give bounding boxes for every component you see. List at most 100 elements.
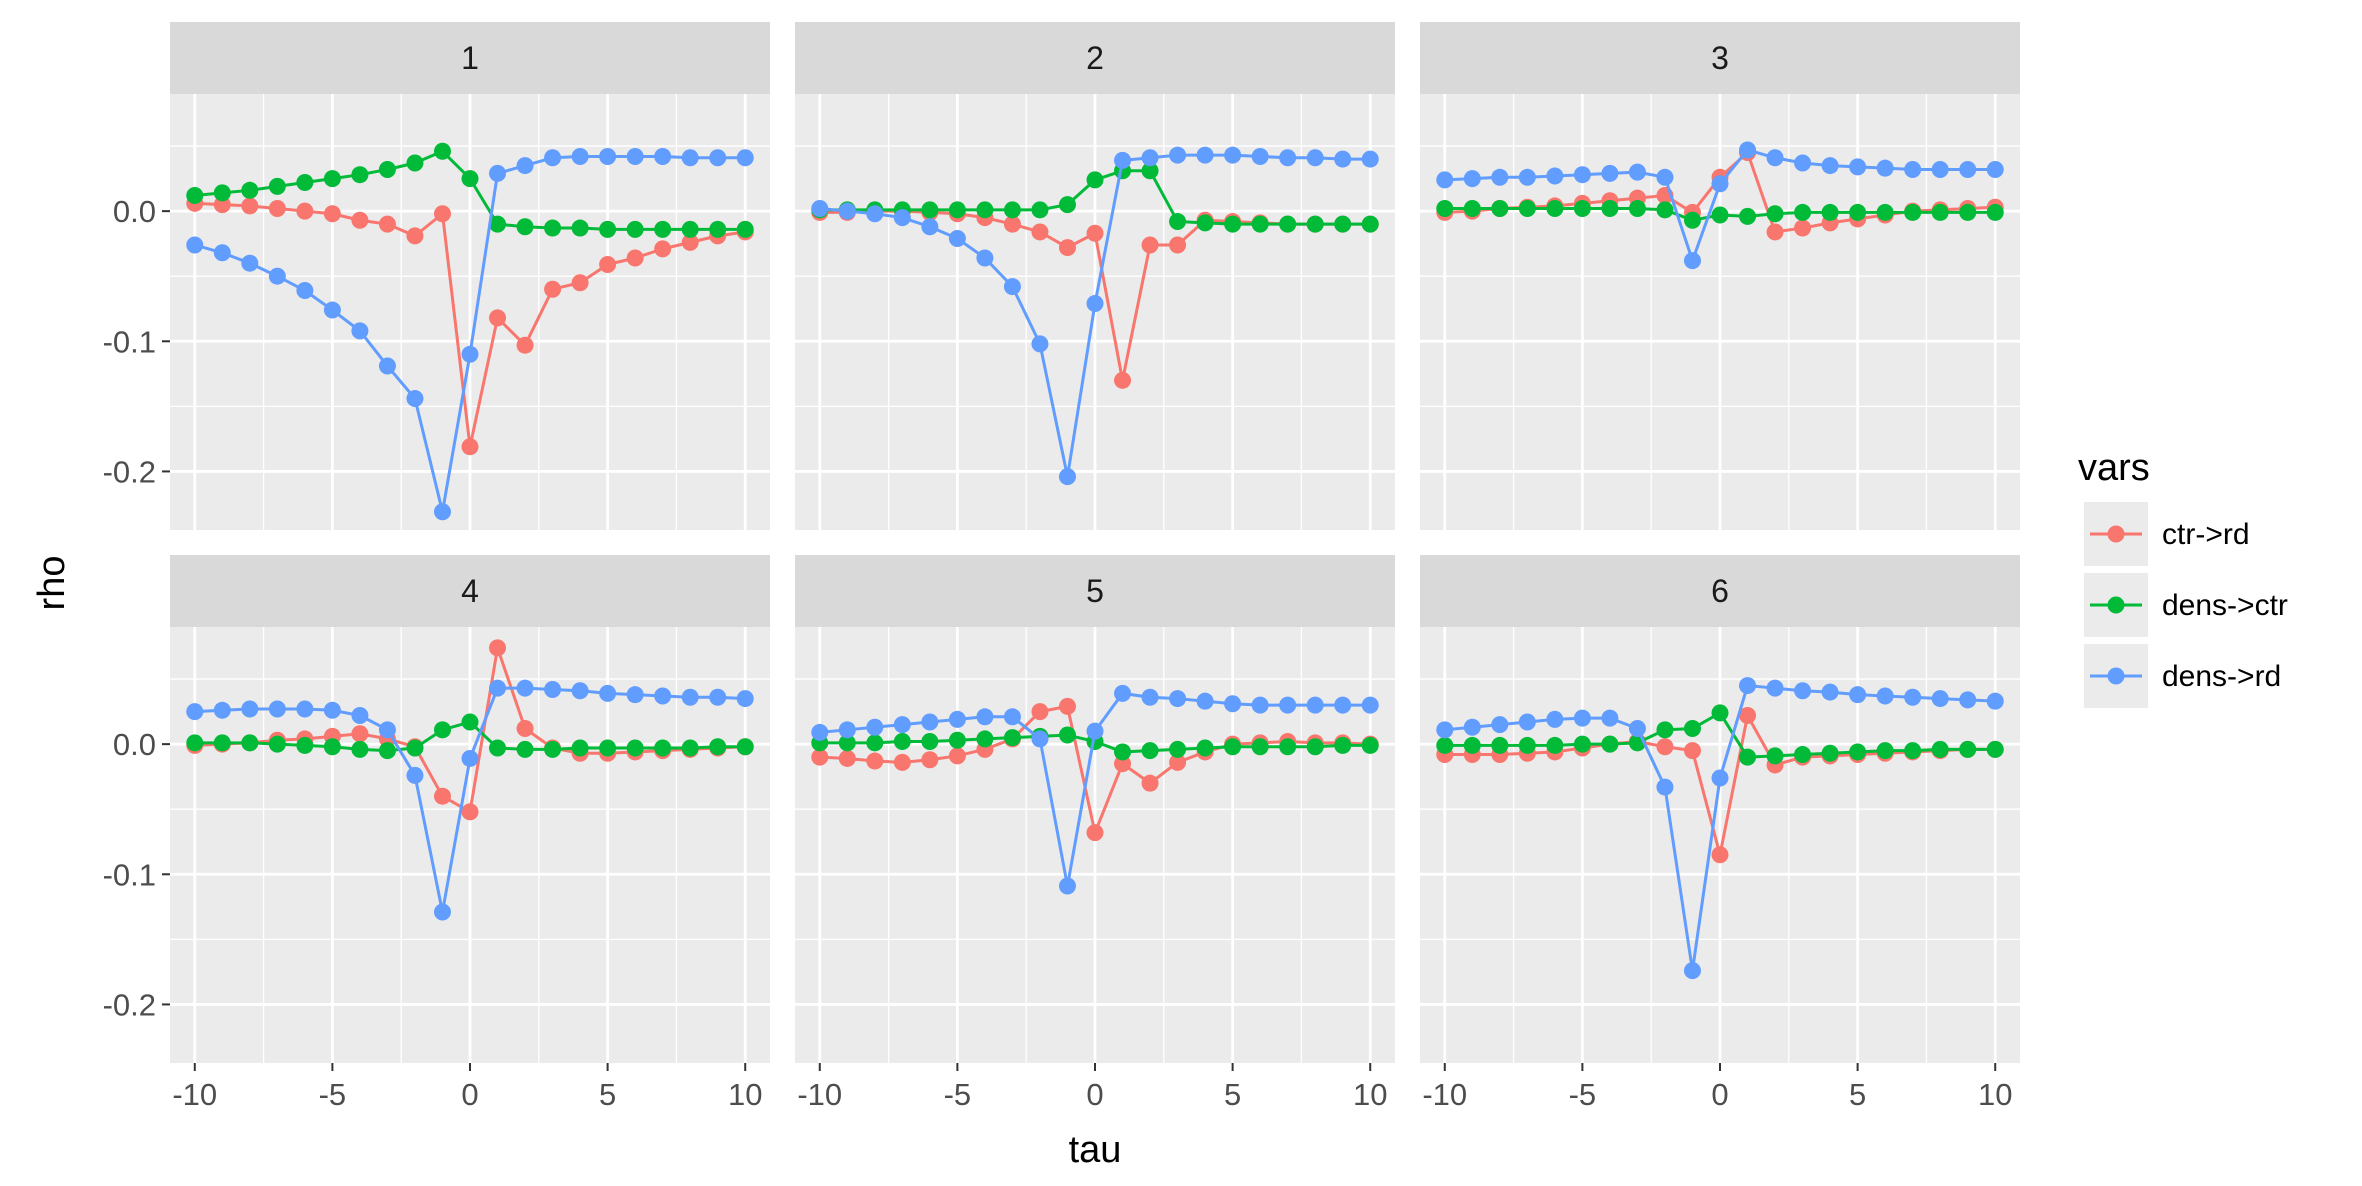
data-point [1794, 682, 1812, 700]
facet-strip-label: 1 [461, 40, 479, 76]
data-point [323, 301, 341, 319]
data-point [1986, 160, 2004, 178]
data-point [1821, 683, 1839, 701]
data-point [921, 713, 939, 731]
data-point [1306, 696, 1324, 714]
data-point [626, 147, 644, 165]
data-point [1169, 146, 1187, 164]
data-point [1436, 171, 1454, 189]
data-point [1196, 692, 1214, 710]
data-point [1058, 468, 1076, 486]
x-tick-label: 5 [599, 1077, 616, 1112]
facet-strip [170, 555, 770, 627]
data-point [1196, 146, 1214, 164]
data-point [1306, 215, 1324, 233]
data-point [323, 170, 341, 188]
data-point [406, 390, 424, 408]
data-point [323, 701, 341, 719]
x-tick-label: -5 [1569, 1077, 1597, 1112]
data-point [516, 679, 534, 697]
data-point [599, 739, 617, 757]
data-point [948, 201, 966, 219]
data-point [1683, 211, 1701, 229]
data-point [406, 227, 424, 245]
data-point [1766, 205, 1784, 223]
data-point [1821, 157, 1839, 175]
data-point [1711, 175, 1729, 193]
data-point [433, 787, 451, 805]
data-point [1794, 203, 1812, 221]
y-tick-label: 0.0 [113, 727, 156, 762]
data-point [1224, 738, 1242, 756]
data-point [433, 903, 451, 921]
x-tick-label: 0 [1086, 1077, 1103, 1112]
data-point [268, 735, 286, 753]
legend-entry: dens->ctr [2084, 573, 2288, 637]
panels-layer: 1 -0.2 -0.1 0.0 2 3 4 -0.2 -0.1 0.0 -10 -5 0 5 10 5 -10 -… [103, 22, 2020, 1112]
data-point [1959, 740, 1977, 758]
data-point [866, 718, 884, 736]
data-point [378, 357, 396, 375]
data-point [489, 679, 507, 697]
facet-panel-6: 6 -10 -5 0 5 10 [1420, 555, 2020, 1112]
data-point [1518, 200, 1536, 218]
y-tick-label: -0.2 [103, 454, 156, 489]
data-point [654, 220, 672, 238]
facet-panel-4: 4 -0.2 -0.1 0.0 -10 -5 0 5 10 [103, 555, 770, 1112]
data-point [1279, 215, 1297, 233]
data-point [599, 684, 617, 702]
data-point [709, 220, 727, 238]
data-point [1546, 736, 1564, 754]
data-point [213, 244, 231, 262]
data-point [1546, 710, 1564, 728]
data-point [1766, 747, 1784, 765]
data-point [736, 149, 754, 167]
data-point [571, 682, 589, 700]
data-point [1003, 729, 1021, 747]
data-point [461, 749, 479, 767]
data-point [378, 742, 396, 760]
data-point [516, 157, 534, 175]
data-point [1491, 168, 1509, 186]
data-point [241, 734, 259, 752]
data-point [241, 197, 259, 215]
x-tick-label: -10 [797, 1077, 842, 1112]
data-point [1224, 695, 1242, 713]
facet-panel-1: 1 -0.2 -0.1 0.0 [103, 22, 770, 530]
data-point [516, 218, 534, 236]
data-point [1003, 278, 1021, 296]
data-point [838, 749, 856, 767]
data-point [1058, 239, 1076, 257]
data-point [1739, 141, 1757, 159]
data-point [1031, 703, 1049, 721]
data-point [241, 700, 259, 718]
data-point [1141, 688, 1159, 706]
data-point [893, 209, 911, 227]
data-point [1959, 203, 1977, 221]
data-point [296, 202, 314, 220]
data-point [709, 738, 727, 756]
facet-strip [795, 22, 1395, 94]
data-point [1306, 738, 1324, 756]
x-tick-label: -10 [1422, 1077, 1467, 1112]
data-point [1876, 203, 1894, 221]
data-point [976, 201, 994, 219]
data-point [838, 202, 856, 220]
data-point [1739, 748, 1757, 766]
data-point [1601, 200, 1619, 218]
data-point [1086, 171, 1104, 189]
data-point [461, 803, 479, 821]
data-point [489, 739, 507, 757]
legend-label: ctr->rd [2162, 518, 2250, 551]
data-point [1436, 721, 1454, 739]
data-point [378, 721, 396, 739]
data-point [268, 177, 286, 195]
data-point [186, 187, 204, 205]
data-point [921, 733, 939, 751]
data-point [1169, 213, 1187, 231]
data-point [1361, 696, 1379, 714]
legend-title: vars [2078, 447, 2150, 489]
data-point [1334, 215, 1352, 233]
data-point [186, 703, 204, 721]
